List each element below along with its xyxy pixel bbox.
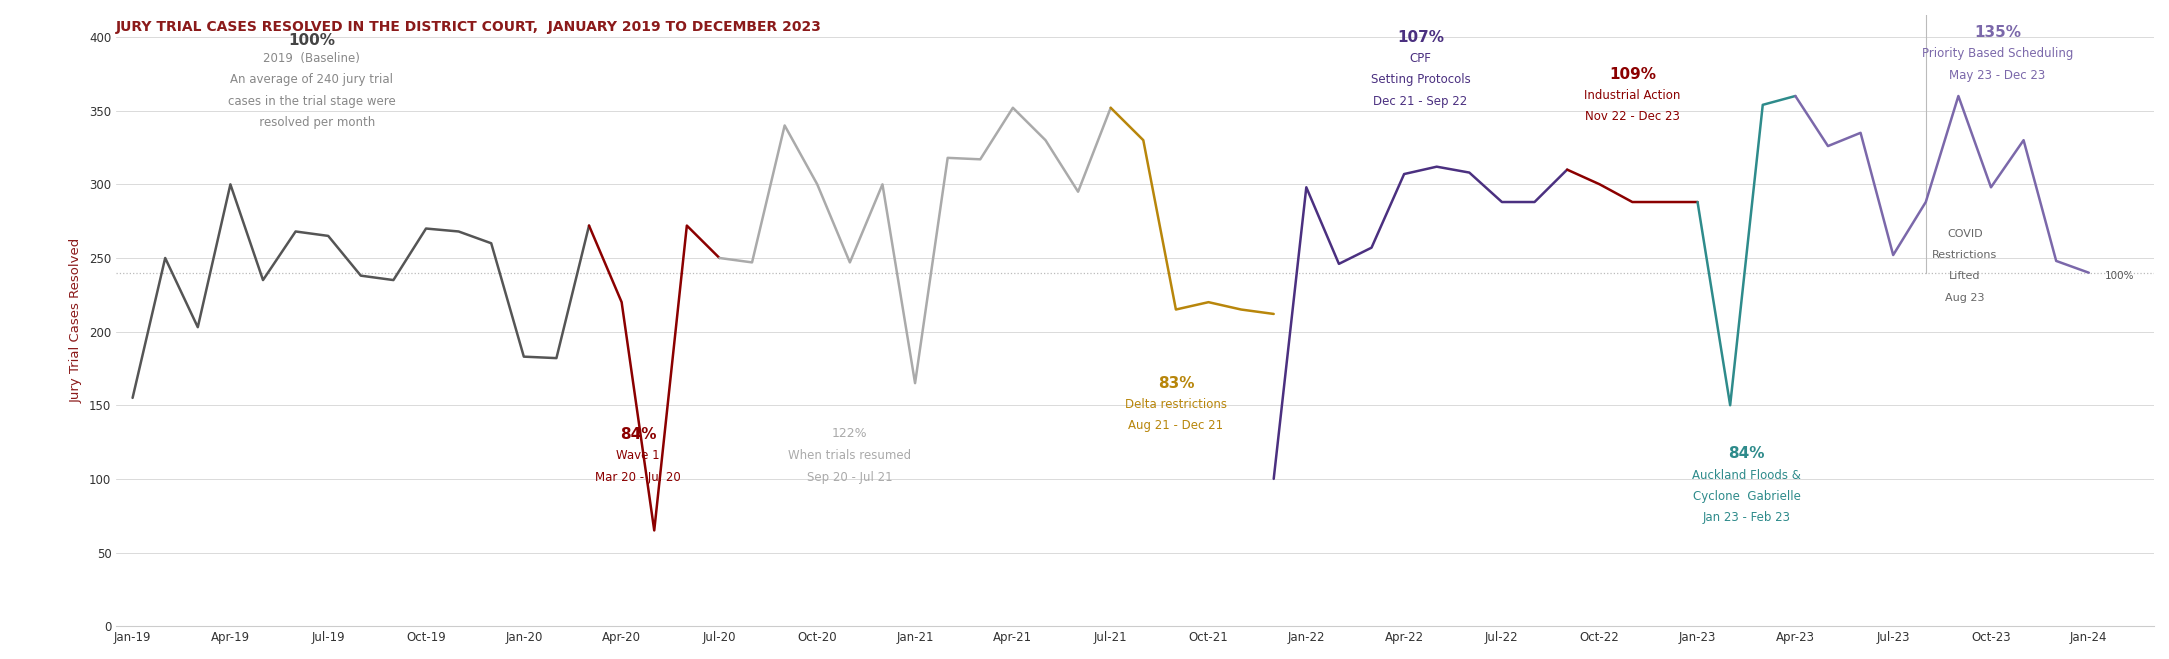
Text: Setting Protocols: Setting Protocols xyxy=(1371,73,1471,86)
Text: CPF: CPF xyxy=(1410,52,1432,65)
Text: 107%: 107% xyxy=(1397,30,1445,45)
Text: Restrictions: Restrictions xyxy=(1933,250,1998,260)
Text: 109%: 109% xyxy=(1609,67,1655,82)
Text: 100%: 100% xyxy=(2106,271,2134,281)
Text: 2019  (Baseline): 2019 (Baseline) xyxy=(262,52,360,65)
Text: Priority Based Scheduling: Priority Based Scheduling xyxy=(1922,47,2074,61)
Text: When trials resumed: When trials resumed xyxy=(787,449,911,463)
Text: May 23 - Dec 23: May 23 - Dec 23 xyxy=(1950,69,2045,82)
Y-axis label: Jury Trial Cases Resolved: Jury Trial Cases Resolved xyxy=(69,238,82,403)
Text: Industrial Action: Industrial Action xyxy=(1583,88,1681,101)
Text: Delta restrictions: Delta restrictions xyxy=(1126,398,1228,411)
Text: resolved per month: resolved per month xyxy=(247,116,375,129)
Text: 122%: 122% xyxy=(833,427,868,440)
Text: cases in the trial stage were: cases in the trial stage were xyxy=(228,94,395,107)
Text: 84%: 84% xyxy=(620,427,657,442)
Text: JURY TRIAL CASES RESOLVED IN THE DISTRICT COURT,  JANUARY 2019 TO DECEMBER 2023: JURY TRIAL CASES RESOLVED IN THE DISTRIC… xyxy=(117,20,822,34)
Text: An average of 240 jury trial: An average of 240 jury trial xyxy=(230,73,393,86)
Text: Mar 20 - Jul 20: Mar 20 - Jul 20 xyxy=(594,471,681,484)
Text: Sep 20 - Jul 21: Sep 20 - Jul 21 xyxy=(807,471,894,484)
Text: Aug 21 - Dec 21: Aug 21 - Dec 21 xyxy=(1128,419,1223,432)
Text: Nov 22 - Dec 23: Nov 22 - Dec 23 xyxy=(1586,110,1679,123)
Text: 83%: 83% xyxy=(1158,376,1195,391)
Text: Cyclone  Gabrielle: Cyclone Gabrielle xyxy=(1692,490,1800,503)
Text: 84%: 84% xyxy=(1729,447,1766,461)
Text: Auckland Floods &: Auckland Floods & xyxy=(1692,469,1800,482)
Text: Aug 23: Aug 23 xyxy=(1946,293,1985,302)
Text: Dec 21 - Sep 22: Dec 21 - Sep 22 xyxy=(1373,94,1468,107)
Text: Wave 1: Wave 1 xyxy=(616,449,659,463)
Text: 135%: 135% xyxy=(1974,25,2022,40)
Text: COVID: COVID xyxy=(1948,229,1982,239)
Text: Jan 23 - Feb 23: Jan 23 - Feb 23 xyxy=(1703,511,1789,525)
Text: 100%: 100% xyxy=(288,33,336,47)
Text: Lifted: Lifted xyxy=(1950,272,1980,281)
